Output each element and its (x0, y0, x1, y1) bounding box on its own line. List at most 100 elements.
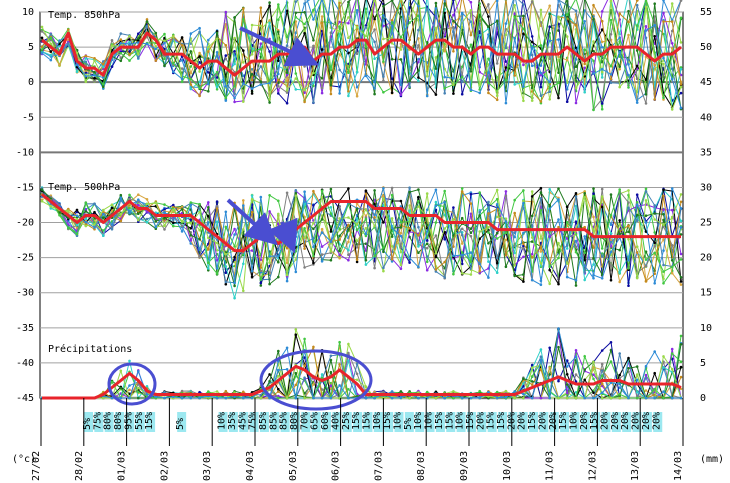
member-point (320, 218, 324, 221)
member-point (635, 24, 639, 27)
member-point (259, 80, 263, 83)
member-point (504, 66, 508, 69)
member-point (277, 59, 280, 63)
member-point (609, 33, 613, 36)
member-point (583, 72, 586, 76)
member-point (469, 9, 473, 12)
member-point (504, 78, 508, 82)
member-point (495, 271, 499, 275)
member-point (609, 81, 613, 85)
member-point (443, 227, 447, 230)
member-point (373, 224, 376, 228)
probability-cell (446, 412, 456, 432)
member-point (653, 98, 656, 101)
member-point (285, 246, 289, 250)
member-point (679, 280, 683, 283)
member-point (172, 208, 175, 212)
probability-cell (611, 412, 621, 432)
panel-title-1: Temp. 500hPa (48, 182, 120, 193)
member-point (487, 231, 490, 234)
member-point (285, 396, 289, 400)
member-point (373, 396, 376, 400)
member-point (93, 223, 96, 226)
member-point (600, 67, 604, 71)
member-point (627, 201, 630, 204)
member-point (224, 210, 228, 214)
member-point (215, 272, 219, 275)
member-point (627, 224, 630, 227)
probability-cell (622, 412, 632, 432)
member-point (215, 390, 219, 393)
member-point (198, 55, 201, 58)
member-point (592, 3, 595, 7)
member-point (469, 231, 473, 235)
member-point (338, 53, 341, 56)
member-point (312, 383, 315, 386)
member-point (172, 35, 175, 38)
left-tick-label: -35 (16, 323, 34, 334)
probability-label: 75% (92, 412, 103, 430)
member-point (583, 48, 586, 51)
member-point (548, 87, 551, 90)
member-point (627, 20, 630, 24)
member-point (259, 19, 263, 23)
member-point (539, 197, 543, 200)
member-point (653, 63, 656, 67)
member-point (460, 262, 464, 266)
member-point (180, 43, 184, 47)
member-point (530, 252, 534, 256)
member-point (180, 396, 184, 400)
member-point (364, 74, 368, 78)
member-point (565, 22, 569, 26)
member-point (58, 214, 61, 217)
member-line (42, 355, 682, 400)
member-point (259, 6, 263, 9)
probability-cell (218, 412, 228, 432)
member-point (303, 396, 306, 400)
member-point (592, 187, 595, 190)
member-point (583, 9, 586, 12)
member-point (618, 222, 621, 226)
member-point (268, 50, 271, 53)
member-point (320, 15, 324, 18)
member-point (522, 396, 525, 400)
member-point (679, 41, 683, 44)
member-point (522, 54, 525, 57)
member-point (163, 203, 166, 206)
member-point (242, 100, 245, 103)
member-point (364, 258, 368, 262)
member-point (312, 44, 315, 48)
member-point (679, 106, 683, 110)
member-point (679, 396, 683, 400)
member-point (574, 220, 578, 223)
member-point (513, 198, 516, 202)
member-point (320, 196, 324, 199)
member-point (460, 396, 464, 400)
member-point (390, 25, 394, 28)
member-point (443, 2, 447, 5)
member-point (347, 16, 350, 19)
member-point (154, 45, 158, 48)
member-point (644, 190, 648, 193)
member-point (504, 396, 508, 399)
member-point (338, 217, 341, 220)
member-point (102, 76, 105, 79)
member-point (312, 189, 315, 193)
member-point (548, 80, 551, 84)
arrow-850 (239, 26, 320, 67)
member-point (679, 252, 683, 256)
member-point (513, 36, 516, 40)
member-point (119, 193, 123, 197)
member-point (390, 21, 394, 24)
member-point (154, 31, 158, 35)
member-point (119, 52, 123, 55)
member-point (399, 93, 403, 96)
member-point (662, 32, 665, 36)
member-point (338, 384, 341, 387)
member-point (530, 64, 534, 68)
member-point (93, 57, 96, 60)
member-point (495, 261, 499, 265)
left-axis-ticks: 10 5 0 -5 -10 -15 -20 -25 -30 -35 -40 -45 (16, 7, 34, 404)
member-point (609, 18, 613, 22)
member-point (469, 212, 473, 216)
